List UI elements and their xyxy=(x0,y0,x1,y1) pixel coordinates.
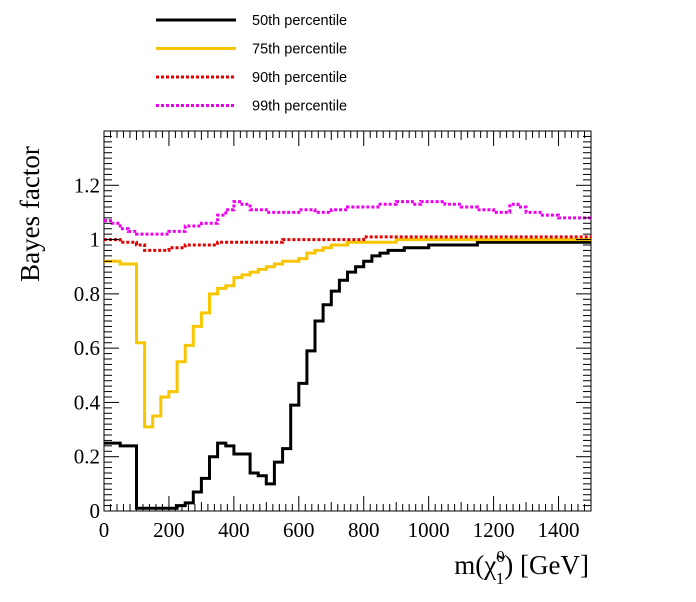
x-axis-title-suffix: ) [GeV] xyxy=(504,550,589,580)
x-axis-title-subscript: 1 xyxy=(496,569,505,588)
series-layer xyxy=(104,200,591,510)
x-tick-label: 400 xyxy=(218,518,250,542)
x-axis-title-prefix: m( xyxy=(454,550,484,580)
series-line-90th xyxy=(104,235,591,252)
legend: 50th percentile 75th percentile 90th perce… xyxy=(156,13,347,115)
legend-label: 50th percentile xyxy=(252,13,347,29)
x-tick-label: 1200 xyxy=(473,518,515,542)
series-line-99th xyxy=(104,200,591,236)
y-axis-title: Bayes factor xyxy=(15,146,45,282)
legend-label: 99th percentile xyxy=(252,99,347,115)
series-line-50th xyxy=(104,240,591,510)
plot-frame xyxy=(103,130,592,512)
x-tick-label: 200 xyxy=(153,518,185,542)
legend-label: 90th percentile xyxy=(252,70,347,86)
y-tick-label: 0.6 xyxy=(74,336,100,360)
x-tick-label: 1400 xyxy=(538,518,580,542)
y-tick-label: 0.2 xyxy=(74,445,100,469)
series-line-75th xyxy=(104,238,591,429)
x-axis-title-superscript: 0 xyxy=(496,547,505,566)
legend-label: 75th percentile xyxy=(252,42,347,58)
x-tick-label: 600 xyxy=(283,518,315,542)
x-tick-label: 0 xyxy=(99,518,110,542)
y-tick-label: 0.4 xyxy=(74,390,101,414)
x-tick-label: 800 xyxy=(348,518,380,542)
x-tick-label: 1000 xyxy=(408,518,450,542)
x-axis-title: m(χ̃0 1) [GeV] xyxy=(454,547,589,588)
y-axis-ticks: 0 0.2 0.4 0.6 0.8 1 1.2 xyxy=(74,130,591,523)
y-tick-label: 1 xyxy=(90,228,101,252)
y-tick-label: 0 xyxy=(90,499,101,523)
y-tick-label: 0.8 xyxy=(74,282,100,306)
x-axis-ticks: 0 200 400 600 800 1000 1200 1400 xyxy=(99,131,592,542)
y-tick-label: 1.2 xyxy=(74,173,100,197)
